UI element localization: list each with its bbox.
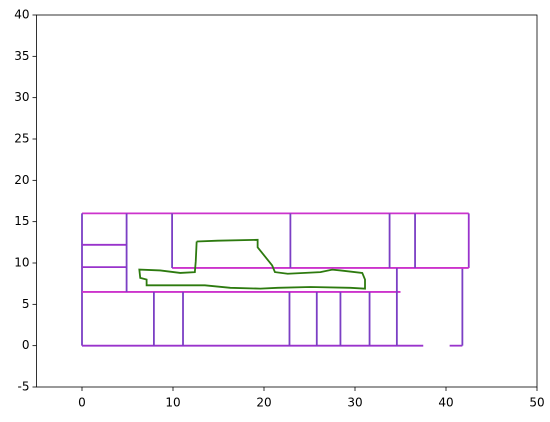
x-tick-label: 40 bbox=[438, 396, 453, 410]
y-tick-label: 0 bbox=[22, 338, 30, 352]
y-tick-label: 40 bbox=[14, 8, 29, 22]
y-tick-label: -5 bbox=[18, 380, 30, 394]
plot-frame bbox=[36, 14, 538, 388]
x-tick-label: 10 bbox=[165, 396, 180, 410]
x-tick-label: 30 bbox=[347, 396, 362, 410]
y-tick-label: 25 bbox=[14, 132, 29, 146]
y-tick-label: 30 bbox=[14, 90, 29, 104]
y-tick-label: 10 bbox=[14, 256, 29, 270]
x-tick-label: 50 bbox=[529, 396, 544, 410]
y-tick-label: 15 bbox=[14, 214, 29, 228]
x-tick-label: 0 bbox=[78, 396, 86, 410]
x-tick-label: 20 bbox=[256, 396, 271, 410]
plan-line bbox=[138, 238, 366, 290]
y-tick-label: 20 bbox=[14, 173, 29, 187]
y-tick-label: 35 bbox=[14, 49, 29, 63]
y-tick-label: 5 bbox=[22, 297, 30, 311]
